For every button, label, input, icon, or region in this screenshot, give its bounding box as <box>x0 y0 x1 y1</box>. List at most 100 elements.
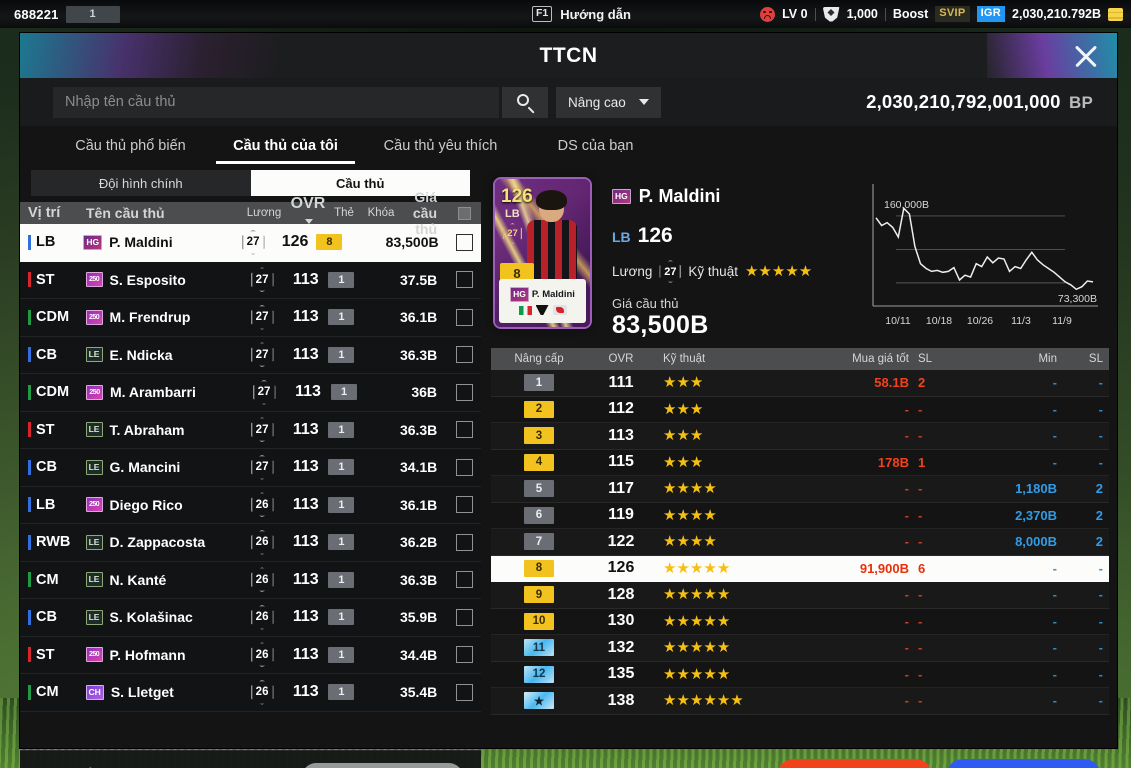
player-card[interactable]: 126 LB 27 8 HG P. Maldini <box>495 179 590 327</box>
col-salary[interactable]: Lương <box>246 207 282 219</box>
row-select-cell[interactable] <box>447 346 481 364</box>
tab-label: Cầu thủ của tôi <box>233 138 338 154</box>
row-select-cell[interactable] <box>447 271 481 289</box>
col-upgrade-skill[interactable]: Kỹ thuật <box>663 353 706 365</box>
col-upgrade-level[interactable]: Nâng cấp <box>514 353 564 365</box>
tab-your-list[interactable]: DS của bạn <box>518 128 673 164</box>
row-checkbox[interactable] <box>455 308 473 326</box>
tab-label: DS của bạn <box>557 138 634 154</box>
upgrade-row[interactable]: 4 115 ★★★ 178B 1- - <box>491 450 1109 476</box>
upgrade-row[interactable]: 11 132 ★★★★★ - - - - <box>491 635 1109 662</box>
club-crest-icon <box>535 305 549 315</box>
subtab-main-squad[interactable]: Đội hình chính <box>31 170 251 196</box>
upgrade-row[interactable]: 3 113 ★★★ - - - - <box>491 423 1109 450</box>
row-select-cell[interactable] <box>447 496 481 514</box>
col-upgrade-buy[interactable]: Mua giá tốt <box>852 353 909 365</box>
row-checkbox[interactable] <box>455 608 473 626</box>
table-row[interactable]: CM LE N. Kanté 26 113 1 36.3B <box>20 562 481 599</box>
player-kit <box>527 220 577 289</box>
row-checkbox[interactable] <box>455 571 473 589</box>
empty-value: - <box>1098 375 1103 391</box>
row-select-cell[interactable] <box>447 383 481 401</box>
col-ovr-sort[interactable]: OVR <box>287 195 329 231</box>
table-row[interactable]: ST 250 P. Hofmann 26 113 1 34.4B <box>20 637 481 674</box>
upgrade-buy-price: - <box>801 428 909 443</box>
close-icon[interactable] <box>1069 39 1103 73</box>
row-salary: 27 <box>239 417 285 442</box>
row-select-cell[interactable] <box>447 608 481 626</box>
tab-my-players[interactable]: Cầu thủ của tôi <box>208 128 363 164</box>
col-upgrade-min[interactable]: Min <box>1038 353 1057 365</box>
buy-player-button[interactable]: Mua cầu thủ <box>777 759 932 768</box>
empty-value: - <box>1098 693 1103 709</box>
price-history-chart[interactable]: 160,000B 73,300B 10/11 10/18 10/26 11/3 11/9 <box>860 178 1105 333</box>
upgrade-row[interactable]: 6 119 ★★★★ - -2,370B 2 <box>491 503 1109 529</box>
row-select-cell[interactable] <box>449 233 481 251</box>
search-button[interactable] <box>502 86 548 118</box>
upgrade-row[interactable]: 12 135 ★★★★★ - - - - <box>491 662 1109 688</box>
igr-badge[interactable]: IGR <box>976 6 1006 22</box>
row-checkbox[interactable] <box>455 646 473 664</box>
col-position[interactable]: Vị trí <box>28 205 61 221</box>
table-row[interactable]: LB HG P. Maldini 27 126 8 83,500B <box>20 224 481 262</box>
table-row[interactable]: CDM 250 M. Frendrup 27 113 1 36.1B <box>20 299 481 337</box>
row-checkbox[interactable] <box>456 233 474 251</box>
session-pill[interactable]: 1 <box>65 5 120 23</box>
row-select-cell[interactable] <box>447 458 481 476</box>
upgrade-row[interactable]: ★ 138 ★★★★★★ - - - - <box>491 688 1109 715</box>
col-upgrade-sl-min[interactable]: SL <box>1088 353 1103 365</box>
boost-label[interactable]: Boost <box>892 7 929 21</box>
col-price[interactable]: Giá cầu thủ <box>412 189 437 237</box>
row-checkbox[interactable] <box>455 533 473 551</box>
upgrade-row[interactable]: 9 128 ★★★★★ - - - - <box>491 582 1109 609</box>
sell-button[interactable]: Bán <box>946 759 1101 768</box>
upgrade-row[interactable]: 5 117 ★★★★ - -1,180B 2 <box>491 476 1109 503</box>
tab-popular-players[interactable]: Cầu thủ phổ biến <box>53 128 208 164</box>
row-select-cell[interactable] <box>447 571 481 589</box>
upgrade-row[interactable]: 1 111 ★★★ 58.1B 2- - <box>491 370 1109 397</box>
upgrade-row[interactable]: 10 130 ★★★★★ - - - - <box>491 609 1109 635</box>
col-upgrade-sl-buy[interactable]: SL <box>918 353 933 365</box>
col-lock[interactable]: Khóa <box>367 207 395 219</box>
table-row[interactable]: ST 250 S. Esposito 27 113 1 37.5B <box>20 262 481 299</box>
row-card: 1 <box>327 534 357 551</box>
table-row[interactable]: CB LE E. Ndicka 27 113 1 36.3B <box>20 337 481 374</box>
row-checkbox[interactable] <box>455 458 473 476</box>
upgrade-row[interactable]: 8 126 ★★★★★ 91,900B 6- - <box>491 555 1109 582</box>
row-select-cell[interactable] <box>447 421 481 439</box>
card-level-chip: 1 <box>328 534 355 551</box>
row-select-cell[interactable] <box>447 683 481 701</box>
select-all-cell[interactable] <box>447 206 481 220</box>
row-checkbox[interactable] <box>455 271 473 289</box>
row-checkbox[interactable] <box>455 496 473 514</box>
table-row[interactable]: CDM 250 M. Arambarri 27 113 1 36B <box>20 374 481 412</box>
table-row[interactable]: CB LE G. Mancini 27 113 1 34.1B <box>20 449 481 487</box>
col-card[interactable]: Thẻ <box>334 207 354 219</box>
row-select-cell[interactable] <box>447 308 481 326</box>
upgrade-row[interactable]: 7 122 ★★★★ - -8,000B 2 <box>491 529 1109 556</box>
col-name[interactable]: Tên cầu thủ <box>86 205 165 221</box>
select-all-checkbox[interactable] <box>457 206 471 220</box>
row-checkbox[interactable] <box>455 421 473 439</box>
row-checkbox[interactable] <box>455 346 473 364</box>
tab-favorite-players[interactable]: Cầu thủ yêu thích <box>363 128 518 164</box>
advanced-filter-button[interactable]: Nâng cao <box>556 86 661 118</box>
row-select-cell[interactable] <box>447 646 481 664</box>
table-row[interactable]: CM CH S. Lletget 26 113 1 35.4B <box>20 674 481 712</box>
search-input[interactable] <box>53 86 499 118</box>
bulk-sell-button[interactable]: Bán hàng loạt cầu thủ <box>301 763 463 768</box>
table-row[interactable]: RWB LE D. Zappacosta 26 113 1 36.2B <box>20 524 481 562</box>
svip-badge[interactable]: SVIP <box>935 6 970 22</box>
table-row[interactable]: LB 250 Diego Rico 26 113 1 36.1B <box>20 487 481 524</box>
upgrade-ovr: 132 <box>607 638 635 656</box>
table-row[interactable]: CB LE S. Kolašinac 26 113 1 35.9B <box>20 599 481 637</box>
guide-shortcut[interactable]: F1 Hướng dẫn <box>532 6 631 22</box>
upgrade-row[interactable]: 2 112 ★★★ - - - - <box>491 397 1109 423</box>
row-position: CM <box>28 684 86 700</box>
row-checkbox[interactable] <box>455 383 473 401</box>
col-upgrade-ovr[interactable]: OVR <box>608 353 634 365</box>
subtab-players[interactable]: Cầu thủ <box>250 170 470 196</box>
row-select-cell[interactable] <box>447 533 481 551</box>
table-row[interactable]: ST LE T. Abraham 27 113 1 36.3B <box>20 412 481 449</box>
row-checkbox[interactable] <box>455 683 473 701</box>
